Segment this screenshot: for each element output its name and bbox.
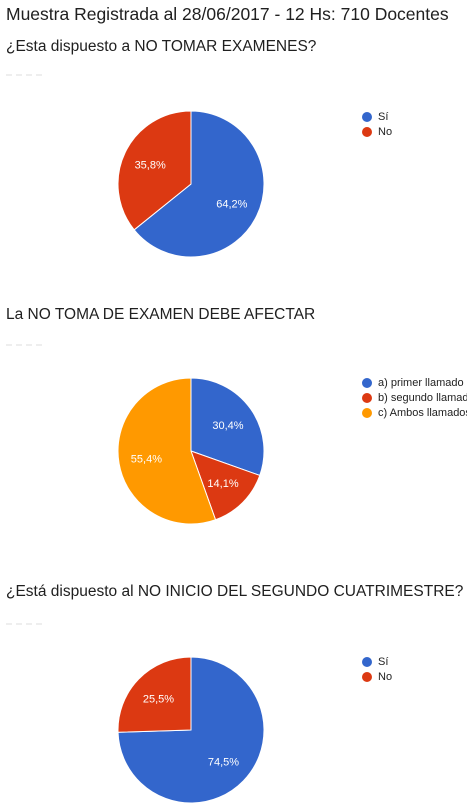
question-title: ¿Esta dispuesto a NO TOMAR EXAMENES?	[6, 38, 317, 55]
legend-label: c) Ambos llamados	[378, 406, 467, 419]
pie-chart: 30,4% 14,1% 55,4%	[117, 377, 265, 525]
slice-label: 30,4%	[212, 420, 243, 432]
legend-dot-icon	[362, 377, 372, 388]
legend-dot-icon	[362, 392, 372, 403]
legend-item-s: Sí	[362, 109, 392, 124]
legend-dot-icon	[362, 671, 372, 682]
question-title: La NO TOMA DE EXAMEN DEBE AFECTAR	[6, 306, 316, 323]
response-count	[6, 612, 76, 625]
pie-slice-s	[133, 110, 265, 258]
slice-label: 64,2%	[216, 199, 247, 211]
slice-label: 14,1%	[207, 478, 238, 490]
slice-label: 25,5%	[143, 694, 174, 706]
legend-item-no: No	[362, 669, 392, 684]
response-count	[6, 333, 76, 346]
legend-dot-icon	[362, 126, 372, 137]
page-header: Muestra Registrada al 28/06/2017 - 12 Hs…	[6, 4, 449, 24]
legend-label: No	[378, 125, 393, 138]
question-title: ¿Está dispuesto al NO INICIO DEL SEGUNDO…	[6, 583, 464, 600]
legend-label: b) segundo llamado	[378, 391, 467, 404]
legend-item-c-ambos-llamados: c) Ambos llamados	[362, 405, 467, 420]
pie-slice-c-ambos-llamados	[117, 377, 217, 525]
legend-label: Sí	[378, 655, 389, 668]
legend-dot-icon	[362, 111, 372, 122]
chart-legend: Sí No	[362, 654, 392, 684]
legend-label: No	[378, 670, 393, 683]
chart-legend: Sí No	[362, 109, 392, 139]
legend-item-no: No	[362, 124, 392, 139]
pie-slice-b-segundo-llamado	[190, 450, 261, 521]
legend-dot-icon	[362, 407, 372, 418]
legend-dot-icon	[362, 656, 372, 667]
legend-item-b-segundo-llamado: b) segundo llamado	[362, 390, 467, 405]
pie-slice-no	[117, 656, 192, 733]
legend-label: a) primer llamado	[378, 376, 464, 389]
pie-slice-no	[117, 110, 192, 231]
chart-legend: a) primer llamado b) segundo llamado c) Am…	[362, 375, 467, 420]
slice-label: 55,4%	[131, 454, 162, 466]
pie-chart: 64,2% 35,8%	[117, 110, 265, 258]
slice-label: 35,8%	[135, 159, 166, 171]
response-count	[6, 63, 76, 76]
legend-item-a-primer-llamado: a) primer llamado	[362, 375, 467, 390]
pie-slice-a-primer-llamado	[190, 377, 265, 477]
legend-label: Sí	[378, 110, 389, 123]
legend-item-s: Sí	[362, 654, 392, 669]
slice-label: 74,5%	[208, 756, 239, 768]
